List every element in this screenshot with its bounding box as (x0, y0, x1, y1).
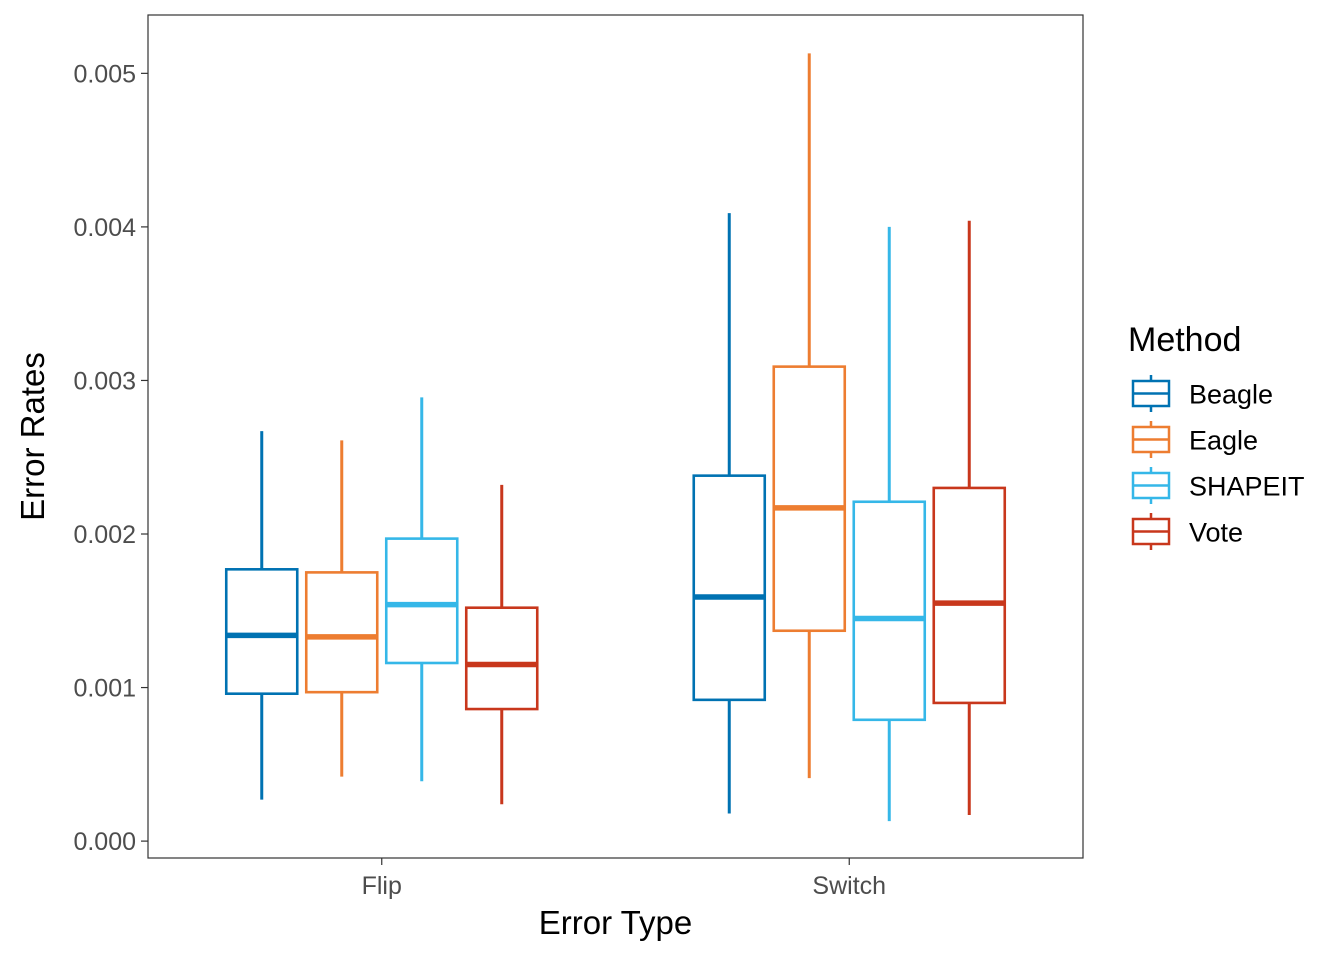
y-tick-label: 0.001 (73, 675, 136, 703)
legend-label-shapeit: SHAPEIT (1189, 472, 1305, 502)
box-eagle-flip (304, 440, 379, 777)
legend-item-vote: Vote (1131, 513, 1243, 550)
legend-label-vote: Vote (1189, 518, 1243, 548)
y-tick-label: 0.004 (73, 214, 136, 242)
legend-item-beagle: Beagle (1131, 375, 1273, 412)
y-axis-title: Error Rates (14, 352, 51, 521)
iqr-box-eagle-switch (772, 365, 847, 633)
x-axis-title: Error Type (539, 904, 692, 941)
y-tick-label: 0.003 (73, 367, 136, 395)
plot-panel-border (147, 14, 1084, 859)
box-shapeit-flip (384, 397, 459, 782)
boxes-layer (224, 53, 1007, 822)
x-tick-label-flip: Flip (362, 872, 402, 900)
box-shapeit-switch (852, 226, 927, 822)
x-axis: Flip Switch (362, 858, 886, 900)
y-axis: 0.000 0.001 0.002 0.003 0.004 0.005 (73, 60, 148, 856)
iqr-box-vote-flip (464, 606, 539, 711)
iqr-box-shapeit-flip (384, 537, 459, 665)
legend-label-eagle: Eagle (1189, 426, 1258, 456)
box-vote-switch (932, 220, 1007, 816)
box-beagle-flip (224, 431, 299, 800)
legend-item-eagle: Eagle (1131, 421, 1258, 458)
legend-item-shapeit: SHAPEIT (1131, 467, 1305, 504)
legend-title: Method (1128, 321, 1241, 359)
iqr-box-shapeit-switch (852, 500, 927, 722)
legend: Method Beagle Eagle SHAPEIT Vote (1128, 321, 1305, 550)
box-eagle-switch (772, 53, 847, 779)
y-tick-label: 0.000 (73, 828, 136, 856)
iqr-box-beagle-switch (692, 474, 767, 702)
y-tick-label: 0.005 (73, 60, 136, 88)
box-beagle-switch (692, 213, 767, 814)
y-tick-label: 0.002 (73, 521, 136, 549)
legend-label-beagle: Beagle (1189, 380, 1273, 410)
x-tick-label-switch: Switch (812, 872, 886, 900)
iqr-box-beagle-flip (224, 568, 299, 695)
box-vote-flip (464, 484, 539, 805)
iqr-box-vote-switch (932, 486, 1007, 705)
iqr-box-eagle-flip (304, 571, 379, 694)
